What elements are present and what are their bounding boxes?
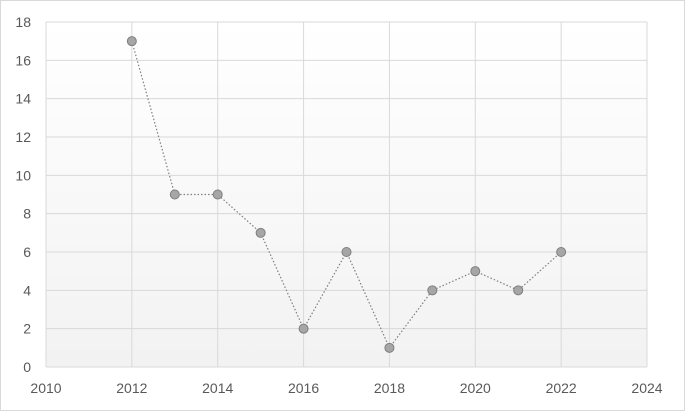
x-tick-label: 2016	[288, 380, 319, 396]
plot-area	[46, 22, 647, 367]
y-tick-label: 16	[15, 52, 31, 68]
x-tick-label: 2024	[631, 380, 662, 396]
data-point	[169, 189, 180, 200]
data-point	[513, 285, 524, 296]
data-point	[212, 189, 223, 200]
data-point	[427, 285, 438, 296]
y-tick-label: 8	[23, 206, 31, 222]
y-tick-label: 4	[23, 282, 31, 298]
y-tick-label: 0	[23, 359, 31, 375]
x-tick-label: 2014	[202, 380, 233, 396]
data-series	[126, 36, 567, 353]
x-tick-label: 2012	[116, 380, 147, 396]
data-point	[298, 323, 309, 334]
data-point	[384, 342, 395, 353]
x-tick-label: 2020	[460, 380, 491, 396]
data-point	[470, 266, 481, 277]
data-point	[341, 247, 352, 257]
x-tick-label: 2018	[374, 380, 405, 396]
data-point	[255, 227, 266, 238]
x-tick-label: 2010	[30, 380, 61, 396]
y-tick-label: 10	[15, 167, 31, 183]
x-tick-label: 2022	[546, 380, 577, 396]
y-tick-label: 14	[15, 91, 31, 107]
data-point	[126, 36, 137, 47]
tick-labels: 0 2 4 6 8 10 12 14 16 18 2010 2012 2014 2016 2018 2020 2…	[15, 14, 662, 396]
y-tick-label: 6	[23, 244, 31, 260]
y-tick-label: 18	[15, 14, 31, 30]
data-point	[556, 247, 567, 257]
y-tick-label: 2	[23, 321, 31, 337]
y-tick-label: 12	[15, 129, 31, 145]
